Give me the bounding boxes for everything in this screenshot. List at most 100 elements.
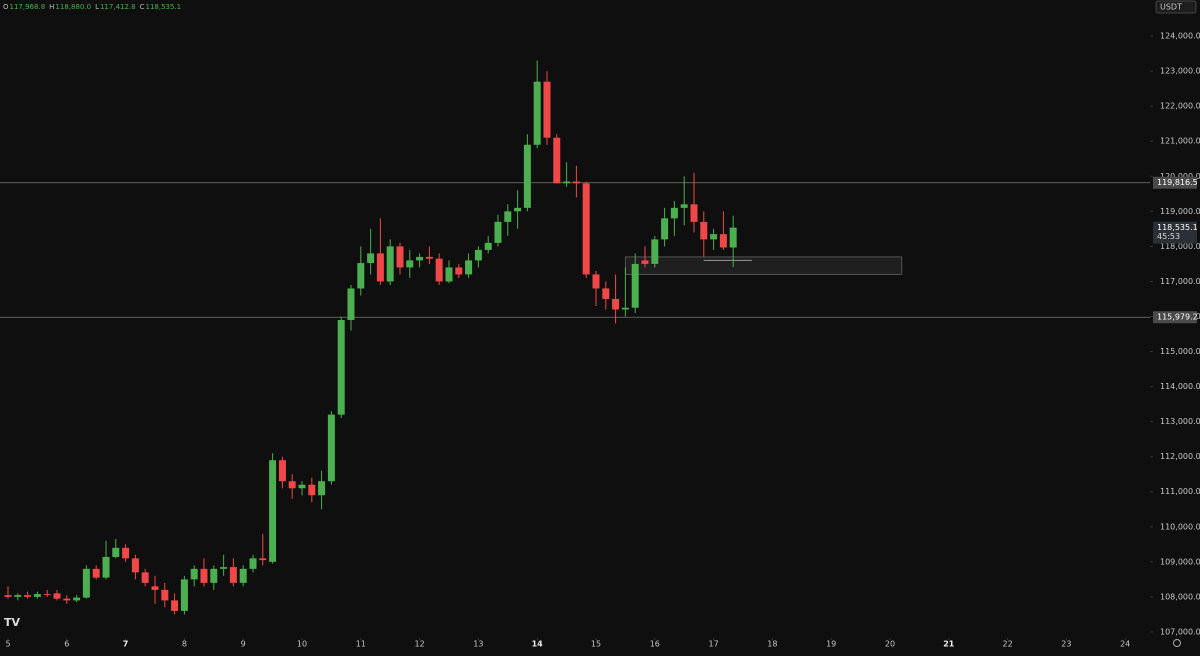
x-tick-label: 5 [5, 640, 10, 649]
candle-body [690, 204, 698, 222]
currency-button[interactable] [1155, 0, 1197, 14]
candle-body [337, 320, 345, 415]
y-tick-label: 119,000.0 [1160, 207, 1200, 216]
candle-body [347, 288, 355, 320]
y-tick-label: 111,000.0 [1160, 487, 1200, 496]
last-price-label: 118,535.1 [1157, 223, 1198, 232]
candle-body [318, 481, 326, 496]
y-tick-label: 120,000.0 [1160, 172, 1200, 181]
candle-body [474, 249, 482, 261]
svg-text:TV: TV [4, 616, 21, 629]
x-tick-label: 6 [64, 640, 69, 649]
candle-body [82, 568, 90, 598]
candle-body [719, 234, 727, 248]
candle-body [504, 211, 512, 222]
last-price-box [1153, 221, 1197, 244]
candle-body [533, 81, 541, 145]
level-label-box [1153, 176, 1197, 189]
candle-body [63, 598, 71, 601]
candle-body [523, 144, 531, 208]
candle-body [131, 558, 139, 573]
candle-body [357, 263, 365, 289]
x-tick-label: 12 [414, 640, 424, 649]
candle-body [259, 558, 267, 561]
candle-body [376, 253, 384, 282]
settings-icon[interactable] [1173, 639, 1181, 647]
candle-body [122, 547, 130, 559]
candle-body [92, 568, 100, 578]
x-tick-label: 24 [1120, 640, 1130, 649]
candle-body [631, 263, 639, 308]
candle-body [445, 267, 453, 282]
candle-body [308, 484, 316, 496]
x-tick-label: 22 [1002, 640, 1012, 649]
candle-body [180, 579, 188, 611]
y-tick-label: 109,000.0 [1160, 557, 1200, 566]
candle-body [396, 246, 404, 268]
candle-body [229, 567, 237, 583]
candle-body [680, 204, 688, 208]
candle-body [151, 586, 159, 590]
x-tick-label: 15 [591, 640, 601, 649]
y-tick-label: 124,000.0 [1160, 32, 1200, 41]
x-tick-label: 8 [182, 640, 187, 649]
x-tick-label: 9 [241, 640, 246, 649]
y-tick-label: 113,000.0 [1160, 417, 1200, 426]
candle-body [33, 594, 41, 597]
x-tick-label: 14 [532, 640, 544, 649]
candle-body [563, 181, 571, 184]
candle-body [514, 207, 522, 212]
candle-body [239, 568, 247, 583]
candle-body [249, 558, 257, 569]
candle-body [582, 183, 590, 275]
candle-body [729, 227, 737, 248]
ohlc-key: H [49, 3, 54, 11]
candle-body [553, 137, 561, 184]
candle-body [112, 547, 120, 557]
candle-body [416, 256, 424, 261]
y-tick-label: 112,000.0 [1160, 452, 1200, 461]
candle-body [141, 572, 149, 583]
y-tick-label: 121,000.0 [1160, 137, 1200, 146]
countdown: 45:53 [1157, 232, 1180, 241]
x-tick-label: 18 [767, 640, 777, 649]
candle-body [406, 260, 414, 268]
candle-body [661, 218, 669, 240]
ohlc-value: 118,880.0 [55, 3, 91, 11]
candle-body [700, 221, 708, 240]
candle-body [710, 234, 718, 240]
candle-body [621, 307, 629, 310]
candle-body [278, 460, 286, 482]
candle-body [73, 597, 81, 601]
candle-body [171, 600, 179, 611]
x-tick-label: 7 [123, 640, 129, 649]
candle-body [210, 568, 218, 583]
level-label: 115,979.2 [1157, 313, 1198, 322]
y-tick-label: 108,000.0 [1160, 592, 1200, 601]
ohlc-key: L [95, 3, 99, 11]
candle-body [435, 258, 443, 282]
ohlc-value: 117,968.8 [10, 3, 46, 11]
x-tick-label: 19 [826, 640, 836, 649]
candle-body [543, 81, 551, 138]
y-tick-label: 107,000.0 [1160, 627, 1200, 636]
y-tick-label: 123,000.0 [1160, 67, 1200, 76]
candle-body [161, 589, 169, 601]
candle-body [4, 595, 12, 597]
tv-logo[interactable]: TV [4, 616, 21, 629]
candle-body [612, 298, 620, 310]
candle-body [298, 484, 306, 489]
price-axis [1150, 0, 1200, 656]
level-label-box [1153, 311, 1197, 324]
x-tick-label: 23 [1061, 640, 1071, 649]
ohlc-value: 118,535.1 [146, 3, 182, 11]
candle-body [455, 267, 463, 275]
x-tick-label: 21 [943, 640, 955, 649]
candle-body [190, 568, 198, 580]
candle-body [425, 256, 433, 259]
candle-body [465, 260, 473, 275]
y-tick-label: 114,000.0 [1160, 382, 1200, 391]
x-tick-label: 17 [708, 640, 718, 649]
candle-body [43, 594, 51, 596]
